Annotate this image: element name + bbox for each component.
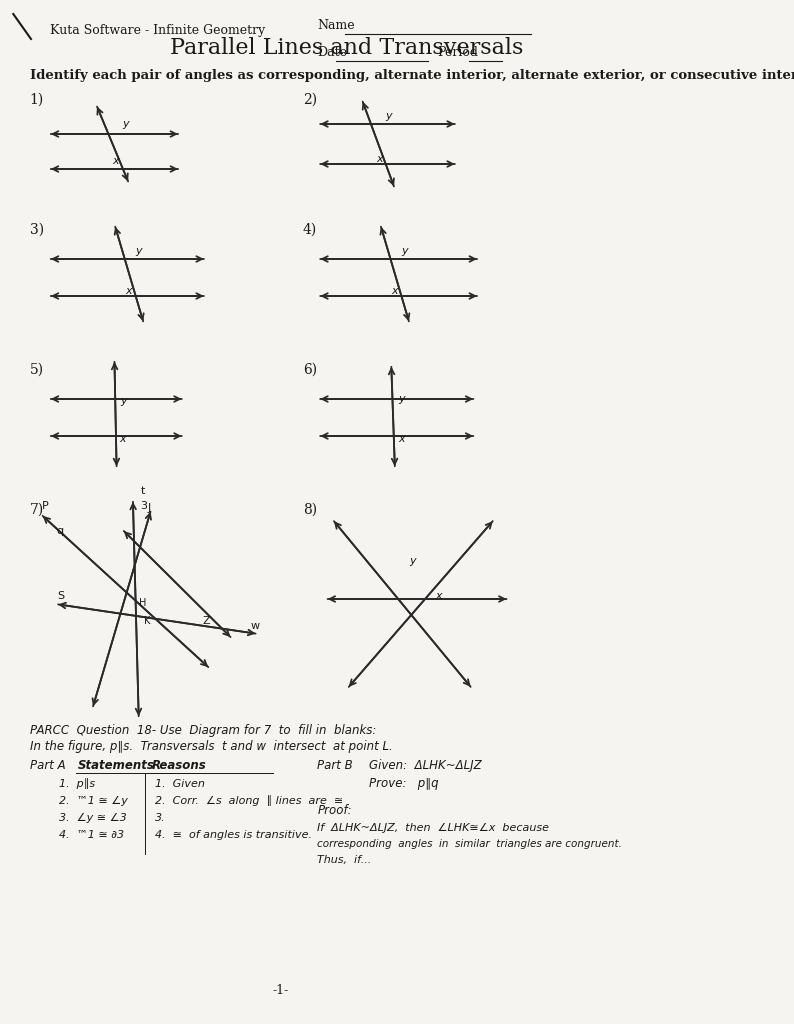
Text: If  ΔLHK~ΔLJZ,  then  ∠LHK≅∠x  because: If ΔLHK~ΔLJZ, then ∠LHK≅∠x because	[318, 823, 549, 833]
Text: S: S	[57, 591, 64, 601]
Text: x: x	[391, 286, 398, 296]
Text: y: y	[410, 556, 416, 566]
Text: H: H	[139, 598, 146, 608]
Text: 4.  ≅  of angles is transitive.: 4. ≅ of angles is transitive.	[155, 830, 312, 840]
Text: PARCC  Question  18- Use  Diagram for 7  to  fill in  blanks:: PARCC Question 18- Use Diagram for 7 to …	[29, 724, 376, 737]
Text: 6): 6)	[303, 362, 317, 377]
Text: y: y	[401, 246, 407, 256]
Text: -1-: -1-	[272, 984, 289, 997]
Text: 3): 3)	[29, 223, 44, 237]
Text: Given:  ΔLHK~ΔLJZ: Given: ΔLHK~ΔLJZ	[369, 759, 482, 772]
Text: K: K	[144, 616, 150, 626]
Text: 2.  Corr.  ∠s  along  ∥ lines  are  ≅: 2. Corr. ∠s along ∥ lines are ≅	[155, 796, 343, 806]
Text: y: y	[398, 394, 404, 404]
Text: 1): 1)	[29, 93, 44, 106]
Text: q: q	[57, 526, 64, 536]
Text: Prove:   p∥q: Prove: p∥q	[369, 777, 439, 790]
Text: x: x	[120, 434, 126, 444]
Text: Part A: Part A	[29, 759, 65, 772]
Text: t: t	[141, 486, 145, 496]
Text: x: x	[112, 156, 119, 166]
Text: J: J	[148, 503, 151, 513]
Text: Date: Date	[318, 46, 348, 59]
Text: x: x	[436, 591, 442, 601]
Text: y: y	[121, 119, 129, 129]
Text: y: y	[121, 396, 127, 406]
Text: 2): 2)	[303, 93, 317, 106]
Text: x: x	[125, 286, 132, 296]
Text: 3.  ∠y ≅ ∠3: 3. ∠y ≅ ∠3	[59, 813, 127, 823]
Text: 7): 7)	[29, 503, 44, 517]
Text: Identify each pair of angles as corresponding, alternate interior, alternate ext: Identify each pair of angles as correspo…	[29, 69, 794, 82]
Text: Part B: Part B	[318, 759, 353, 772]
Text: Thus,  if...: Thus, if...	[318, 855, 372, 865]
Text: 3: 3	[141, 501, 147, 511]
Text: Parallel Lines and Transversals: Parallel Lines and Transversals	[170, 37, 523, 59]
Text: 4.  ™1 ≅ ∂3: 4. ™1 ≅ ∂3	[59, 830, 124, 840]
Text: y: y	[135, 246, 141, 256]
Text: corresponding  angles  in  similar  triangles are congruent.: corresponding angles in similar triangle…	[318, 839, 622, 849]
Text: 1.  p∥s: 1. p∥s	[59, 778, 95, 790]
Text: Kuta Software - Infinite Geometry: Kuta Software - Infinite Geometry	[50, 24, 265, 37]
Text: Name: Name	[318, 19, 355, 32]
Text: In the figure, p∥s.  Transversals  t and w  intersect  at point L.: In the figure, p∥s. Transversals t and w…	[29, 740, 392, 753]
Text: 5): 5)	[29, 362, 44, 377]
Text: 1.  Given: 1. Given	[155, 779, 205, 790]
Text: y: y	[385, 111, 392, 121]
Text: Reasons: Reasons	[152, 759, 206, 772]
Text: 3.: 3.	[155, 813, 166, 823]
Text: 8): 8)	[303, 503, 317, 517]
Text: Statements: Statements	[78, 759, 154, 772]
Text: Proof:: Proof:	[318, 804, 352, 817]
Text: Z: Z	[203, 616, 210, 626]
Text: 2.  ™1 ≅ ∠y: 2. ™1 ≅ ∠y	[59, 796, 128, 806]
Text: P: P	[42, 501, 48, 511]
Text: x: x	[376, 154, 383, 164]
Text: 4): 4)	[303, 223, 317, 237]
Text: x: x	[398, 434, 404, 444]
Text: Period: Period	[437, 46, 479, 59]
Text: w: w	[251, 621, 260, 631]
